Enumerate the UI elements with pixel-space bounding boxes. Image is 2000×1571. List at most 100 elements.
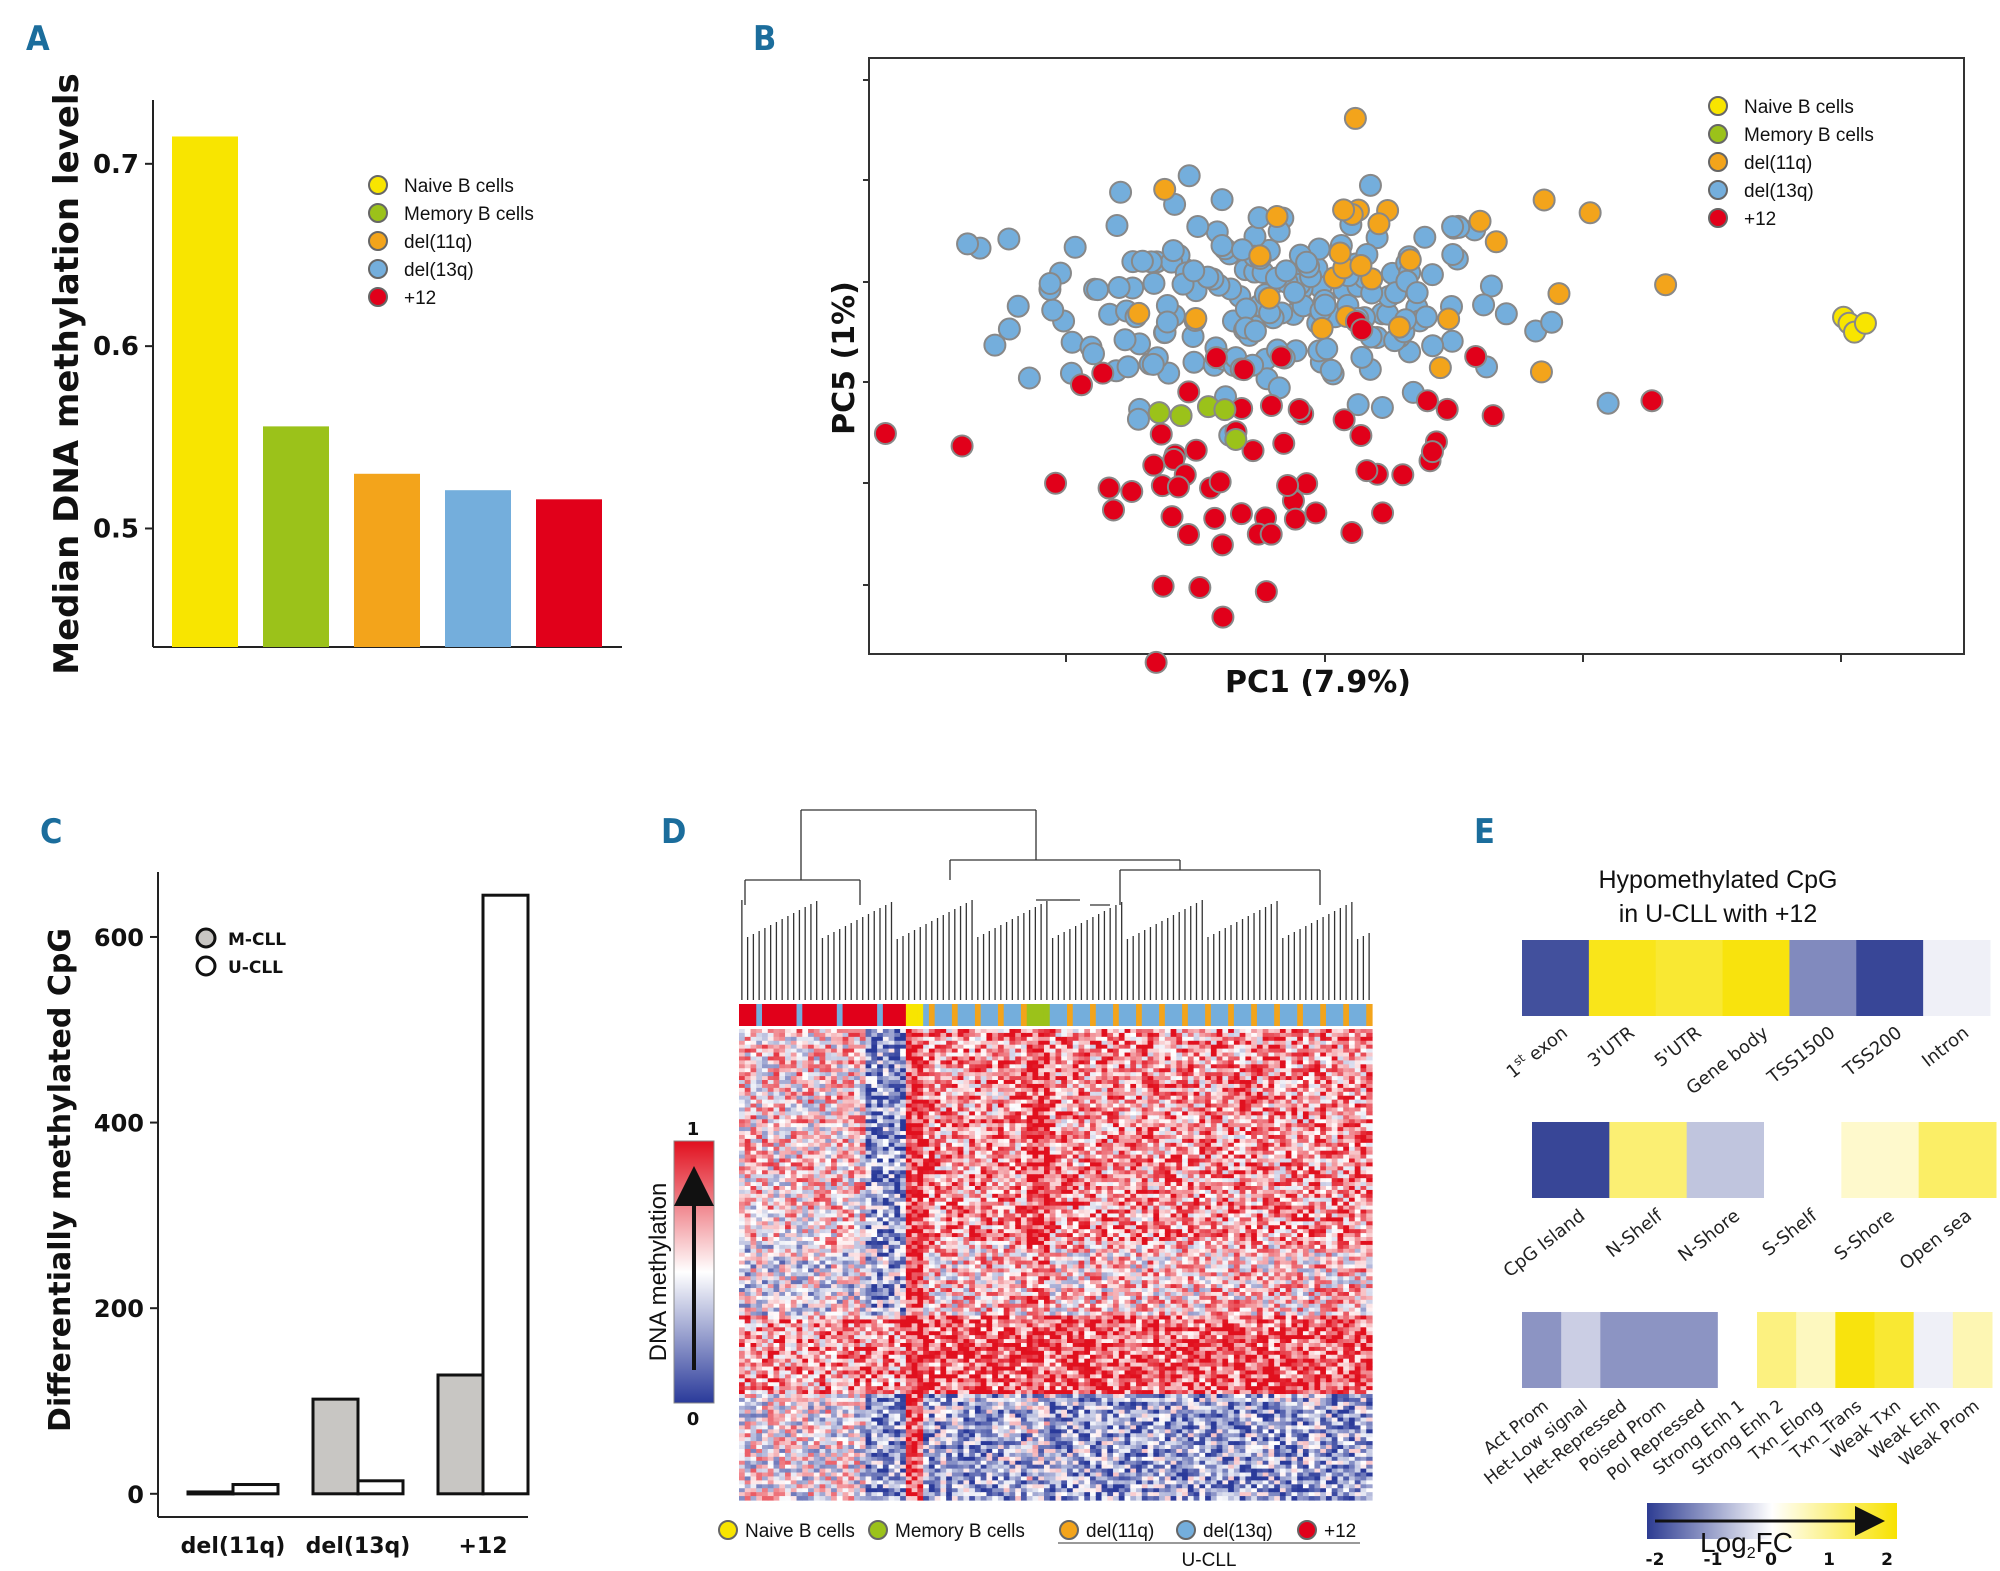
panel-d-heat-cell	[888, 1488, 895, 1493]
panel-d-heat-cell	[744, 1213, 752, 1218]
panel-d-heat-cell	[859, 1413, 867, 1419]
panel-d-heat-cell	[831, 1052, 838, 1058]
panel-d-heat-cell	[923, 1496, 930, 1501]
panel-d-heat-cell	[744, 1064, 752, 1069]
panel-d-heat-cell	[854, 1127, 861, 1132]
panel-d-annotation-cell	[877, 1004, 884, 1026]
panel-d-heat-cell	[813, 1307, 821, 1313]
panel-d-heat-cell	[946, 1060, 953, 1065]
panel-d-heat-cell	[825, 1339, 832, 1344]
panel-d-heat-cell	[756, 1366, 763, 1372]
panel-d-heat-cell	[928, 1456, 936, 1462]
panel-d-heat-cell	[779, 1103, 786, 1109]
panel-d-heat-cell	[859, 1350, 867, 1356]
panel-d-heat-cell	[871, 1456, 878, 1462]
panel-d-heat-cell	[796, 1390, 803, 1395]
panel-d-heat-cell	[779, 1374, 786, 1379]
panel-d-heat-cell	[940, 1433, 947, 1438]
panel-d-heat-cell	[825, 1433, 832, 1438]
panel-d-heat-cell	[825, 1460, 832, 1466]
panel-d-heat-cell	[842, 1437, 849, 1442]
panel-d-heat-cell	[859, 1288, 867, 1293]
panel-d-heat-cell	[894, 1366, 901, 1372]
panel-d-heat-cell	[796, 1048, 803, 1054]
panel-d-heat-cell	[790, 1354, 798, 1360]
panel-d-heat-cell	[744, 1343, 752, 1348]
panel-d-heat-cell	[808, 1099, 815, 1105]
panel-d-heat-cell	[779, 1276, 786, 1281]
panel-d-heat-cell	[773, 1083, 780, 1089]
panel-d-heat-cell	[808, 1476, 815, 1481]
panel-d-heat-cell	[796, 1244, 803, 1250]
panel-d-heat-cell	[946, 1068, 953, 1073]
panel-d-heat-cell	[848, 1068, 855, 1073]
panel-d-heat-cell	[934, 1138, 942, 1144]
panel-d-heat-cell	[831, 1382, 838, 1387]
panel-d-heat-cell	[750, 1492, 757, 1497]
panel-d-heat-cell	[762, 1374, 769, 1379]
panel-d-heat-cell	[934, 1288, 942, 1293]
panel-d-heat-cell	[831, 1335, 838, 1340]
panel-d-heat-cell	[785, 1346, 792, 1352]
panel-d-heat-cell	[842, 1343, 849, 1348]
panel-b-legend-marker	[1708, 180, 1728, 200]
panel-d-heat-cell	[767, 1166, 775, 1171]
panel-d-heat-cell	[905, 1405, 913, 1411]
panel-d-heat-cell	[900, 1029, 907, 1034]
panel-d-heat-cell	[825, 1068, 832, 1073]
panel-d-heat-cell	[808, 1174, 815, 1179]
panel-d-heat-cell	[928, 1091, 936, 1097]
panel-d-heat-cell	[808, 1456, 815, 1462]
panel-d-heat-cell	[756, 1456, 763, 1462]
panel-d-heat-cell	[836, 1099, 844, 1105]
panel-d-heat-cell	[928, 1319, 936, 1324]
panel-d-heat-cell	[813, 1382, 821, 1387]
panel-d-heat-cell	[767, 1362, 775, 1368]
panel-d-heat-cell	[923, 1456, 930, 1462]
panel-d-heat-cell	[905, 1032, 913, 1038]
panel-d-heat-cell	[888, 1264, 895, 1270]
panel-d-heat-cell	[940, 1244, 947, 1250]
panel-d-heat-cell	[923, 1327, 930, 1332]
panel-d-heat-cell	[825, 1127, 832, 1132]
panel-d-heat-cell	[917, 1350, 924, 1356]
panel-d-heat-cell	[808, 1150, 815, 1156]
panel-d-heat-cell	[802, 1464, 809, 1470]
panel-d-heat-cell	[756, 1146, 763, 1152]
panel-d-heat-cell	[825, 1425, 832, 1430]
panel-d-heat-cell	[859, 1252, 867, 1258]
panel-d-heat-cell	[762, 1099, 769, 1105]
panel-d-heat-cell	[744, 1178, 752, 1183]
panel-a-legend-label: del(11q)	[404, 232, 472, 253]
panel-d-heat-cell	[796, 1099, 803, 1105]
panel-d-heat-cell	[779, 1134, 786, 1140]
panel-d-heat-cell	[779, 1480, 786, 1485]
panel-d-heat-cell	[905, 1103, 913, 1109]
panel-d-heat-cell	[762, 1044, 769, 1050]
panel-d-heat-cell	[842, 1076, 849, 1081]
panel-d-heat-cell	[934, 1339, 942, 1344]
panel-d-heat-cell	[859, 1119, 867, 1124]
panel-d-heat-cell	[762, 1452, 769, 1458]
panel-d-heat-cell	[796, 1441, 803, 1446]
panel-d-heat-cell	[802, 1421, 809, 1427]
panel-d-heat-cell	[940, 1272, 947, 1277]
panel-d-heat-cell	[744, 1382, 752, 1387]
panel-d-heat-cell	[940, 1225, 947, 1230]
panel-d-heat-cell	[767, 1040, 775, 1046]
panel-d-heat-cell	[813, 1358, 821, 1364]
panel-d-heat-cell	[923, 1295, 930, 1301]
panel-d-heat-cell	[779, 1421, 786, 1427]
panel-d-heat-cell	[877, 1291, 884, 1297]
panel-d-heat-cell	[848, 1060, 855, 1065]
panel-d-heat-cell	[785, 1060, 792, 1065]
panel-d-heat-cell	[946, 1189, 953, 1195]
panel-d-heat-cell	[790, 1425, 798, 1430]
panel-d-heat-cell	[865, 1205, 872, 1211]
panel-d-heat-cell	[785, 1044, 792, 1050]
panel-d-heat-cell	[785, 1401, 792, 1407]
panel-d-heat-cell	[750, 1174, 757, 1179]
panel-d-heat-cell	[871, 1409, 878, 1415]
panel-d-heat-cell	[934, 1476, 942, 1481]
panel-d-heat-cell	[917, 1076, 924, 1081]
